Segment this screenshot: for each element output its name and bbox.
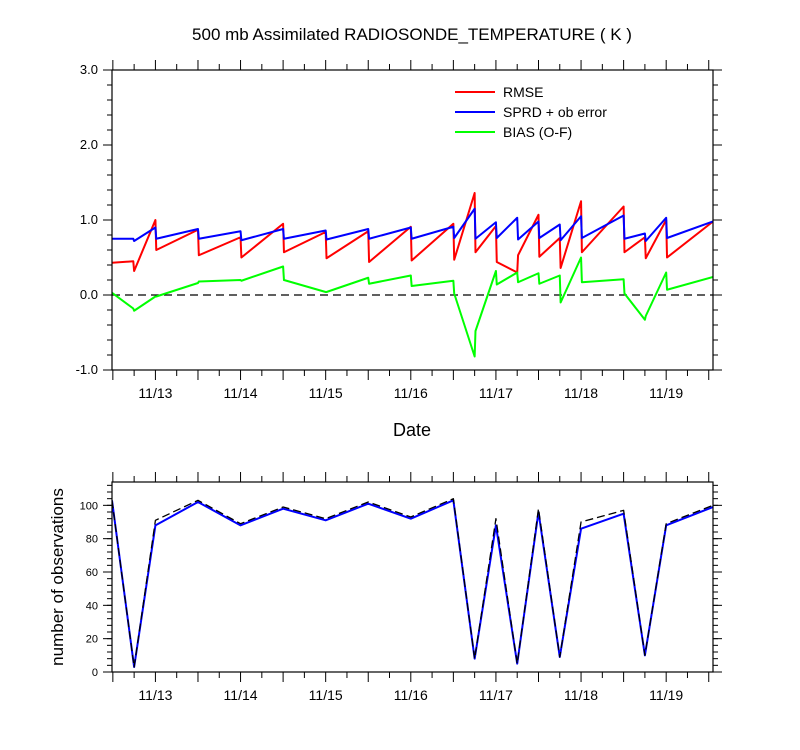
x-axis-label: Date xyxy=(393,420,431,440)
bottom-y-tick-label: 100 xyxy=(80,500,98,512)
top-tick-labels: -1.0 0.0 1.0 2.0 3.0 11/13 11/14 11/15 11/16 11/1… xyxy=(76,62,684,401)
bottom-x-tick-label: 11/14 xyxy=(224,687,258,703)
bottom-y-tick-label: 80 xyxy=(86,534,98,546)
bottom-x-tick-label: 11/18 xyxy=(564,687,598,703)
bottom-series-observations-assimilated xyxy=(112,499,713,668)
top-y-tick-label: 0.0 xyxy=(80,287,98,302)
top-x-tick-label: 11/13 xyxy=(138,385,172,401)
top-y-tick-label: 3.0 xyxy=(80,62,98,77)
bottom-y-tick-label: 40 xyxy=(86,600,98,612)
bottom-y-tick-label: 0 xyxy=(92,667,98,679)
top-y-tick-label: 2.0 xyxy=(80,137,98,152)
top-x-tick-label: 11/14 xyxy=(224,385,258,401)
chart-title: 500 mb Assimilated RADIOSONDE_TEMPERATUR… xyxy=(192,25,632,44)
legend-label-bias: BIAS (O-F) xyxy=(503,124,572,140)
top-series-bias-o-f xyxy=(112,256,713,358)
bottom-x-tick-label: 11/17 xyxy=(479,687,513,703)
y-axis-label-observations: number of observations xyxy=(48,488,67,666)
bottom-x-tick-label: 11/16 xyxy=(394,687,428,703)
top-plot-frame xyxy=(111,69,714,371)
bottom-x-tick-label: 11/13 xyxy=(138,687,172,703)
bottom-plot-frame xyxy=(111,481,714,673)
top-x-tick-label: 11/18 xyxy=(564,385,598,401)
bottom-y-tick-label: 20 xyxy=(86,634,98,646)
top-x-tick-label: 11/16 xyxy=(394,385,428,401)
bottom-x-tick-label: 11/15 xyxy=(309,687,343,703)
top-series-lines xyxy=(112,192,713,358)
bottom-series-observations-possible xyxy=(112,498,713,668)
top-x-tick-label: 11/19 xyxy=(649,385,683,401)
legend-label-rmse: RMSE xyxy=(503,84,543,100)
bottom-tick-labels: 0 20 40 60 80 100 11/13 11/14 11/15 11/16 11/17 11/… xyxy=(80,500,684,703)
bottom-axis-ticks xyxy=(103,472,722,682)
top-series-sprd-ob-error xyxy=(112,207,713,242)
bottom-y-tick-label: 60 xyxy=(86,567,98,579)
top-x-tick-label: 11/17 xyxy=(479,385,513,401)
legend: RMSE SPRD + ob error BIAS (O-F) xyxy=(455,84,607,140)
bottom-series-lines xyxy=(112,498,713,668)
top-x-tick-label: 11/15 xyxy=(309,385,343,401)
top-axis-ticks xyxy=(103,60,722,380)
top-y-tick-label: -1.0 xyxy=(76,362,98,377)
bottom-x-tick-label: 11/19 xyxy=(649,687,683,703)
legend-label-sprd: SPRD + ob error xyxy=(503,104,607,120)
top-y-tick-label: 1.0 xyxy=(80,212,98,227)
top-series-rmse xyxy=(112,192,713,274)
